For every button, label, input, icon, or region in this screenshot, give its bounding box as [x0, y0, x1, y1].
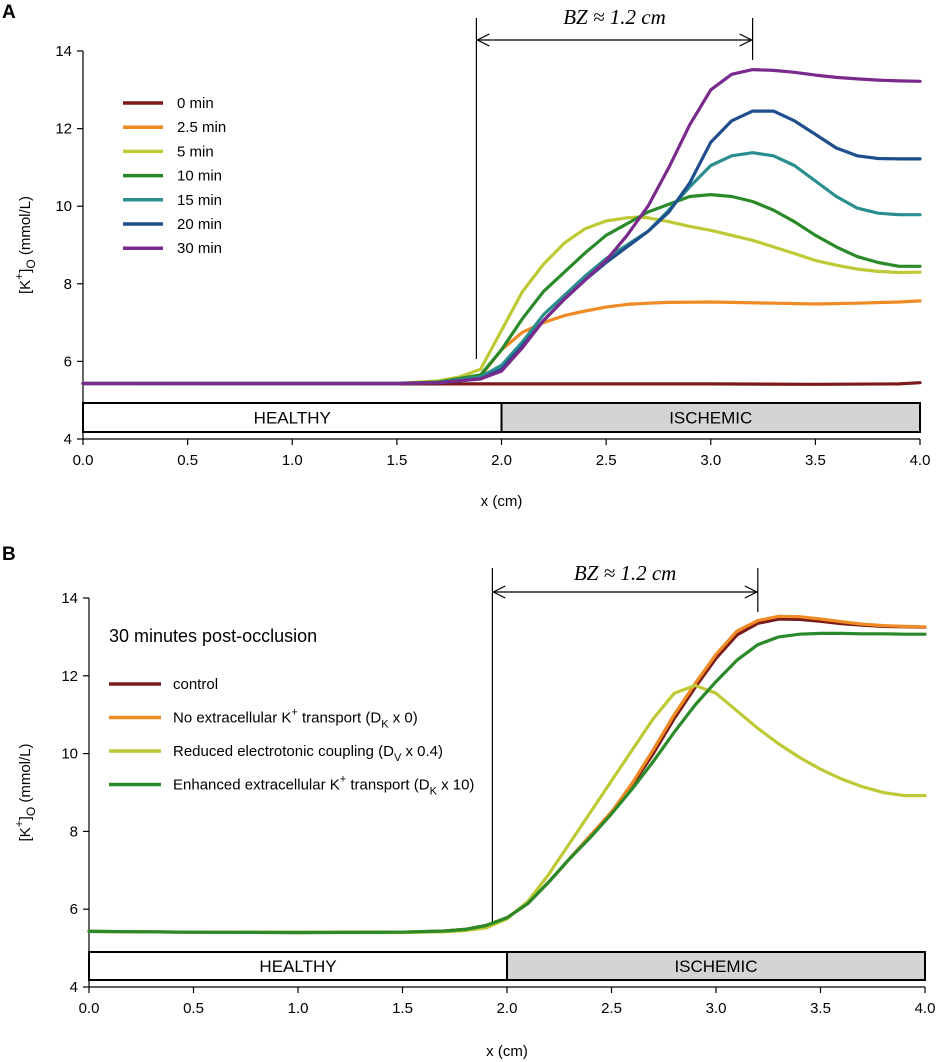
series-line-no-extracellular-k-transport-dk-x-0-: [87, 614, 927, 935]
series-line-enhanced-extracellular-k-transport-dk-x-10-: [87, 631, 927, 935]
x-axis-label: x (cm): [481, 493, 523, 510]
y-label-sup: +: [12, 820, 26, 827]
panel-b: B 4 6 8 10 12 14 0.0 0.5 1.0 1.5 2.0 2.5 3.0 3.5 4.0 x (…: [2, 544, 935, 1060]
region-label: ISCHEMIC: [674, 957, 757, 976]
x-tick-label: 3.0: [706, 1000, 727, 1017]
y-tick-label: 8: [64, 276, 72, 293]
series-line-30-min: [81, 68, 922, 386]
panel-letter: B: [2, 544, 16, 565]
y-label-part: ]: [17, 269, 34, 273]
y-tick-label: 12: [55, 121, 72, 138]
x-tick-label: 1.0: [282, 452, 303, 469]
x-tick-label: 4.0: [910, 452, 931, 469]
legend-label-part: x 0): [389, 710, 418, 727]
y-tick-label: 6: [64, 353, 72, 370]
region-bar: [500, 402, 921, 433]
x-tick-label: 0.0: [73, 452, 94, 469]
x-tick-label: 2.5: [596, 452, 617, 469]
legend-label-part: K: [381, 719, 389, 731]
legend-label-part: x 10): [437, 777, 475, 794]
x-tick-label: 0.5: [183, 1000, 204, 1017]
y-tick-label: 4: [64, 431, 72, 448]
legend-label: 10 min: [177, 168, 222, 185]
legend-label-part: control: [173, 676, 218, 693]
y-label-part: ]: [17, 816, 34, 820]
region-label: ISCHEMIC: [669, 409, 752, 428]
bz-label: BZ ≈ 1.2 cm: [574, 561, 677, 585]
legend-label-part: +: [291, 707, 297, 719]
y-tick-label: 14: [55, 43, 72, 60]
x-tick-label: 1.5: [392, 1000, 413, 1017]
x-tick-label: 1.0: [288, 1000, 309, 1017]
y-label-sup: +: [12, 273, 26, 280]
y-label-sub: O: [24, 259, 38, 268]
y-axis-label: [K+]O (mmol/L): [12, 196, 38, 294]
legend-label-part: Enhanced extracellular K: [173, 777, 340, 794]
legend-label: 0 min: [177, 95, 214, 112]
y-tick-label: 4: [70, 979, 78, 996]
legend-title: 30 minutes post-occlusion: [109, 626, 317, 646]
legend-label-part: V: [394, 752, 402, 764]
x-tick-label: 2.5: [601, 1000, 622, 1017]
x-tick-label: 4.0: [915, 1000, 936, 1017]
legend-label: Enhanced extracellular K+ transport (DK …: [173, 774, 474, 798]
x-tick-label: 1.5: [386, 452, 407, 469]
x-tick-label: 0.5: [177, 452, 198, 469]
y-label-sub: O: [24, 807, 38, 816]
y-tick-label: 12: [61, 668, 78, 685]
panel-letter: A: [2, 2, 16, 23]
region-label: HEALTHY: [254, 409, 331, 428]
y-tick-label: 8: [70, 823, 78, 840]
legend-label: 5 min: [177, 143, 214, 160]
legend-label-part: K: [430, 786, 438, 798]
legend-label: control: [173, 676, 218, 693]
x-tick-label: 3.0: [700, 452, 721, 469]
y-label-part: (mmol/L): [17, 196, 34, 259]
x-tick-label: 3.5: [810, 1000, 831, 1017]
series-line-5-min: [81, 215, 922, 386]
y-tick-label: 14: [61, 590, 78, 607]
legend-label-part: +: [340, 774, 346, 786]
legend-label: 2.5 min: [177, 119, 226, 136]
legend-label: 30 min: [177, 240, 222, 257]
x-tick-label: 0.0: [79, 1000, 100, 1017]
y-tick-label: 6: [70, 901, 78, 918]
y-tick-label: 10: [55, 198, 72, 215]
legend-label: No extracellular K+ transport (DK x 0): [173, 707, 418, 731]
y-axis-label: [K+]O (mmol/L): [12, 743, 38, 841]
y-label-part: [K: [17, 827, 34, 841]
series-line-10-min: [81, 193, 922, 386]
legend-label-part: Reduced electrotonic coupling (D: [173, 743, 394, 760]
region-bar: [82, 402, 503, 433]
legend-label-part: transport (D: [346, 777, 430, 794]
bz-label: BZ ≈ 1.2 cm: [563, 5, 666, 29]
region-bar: [506, 951, 926, 981]
legend-label: 20 min: [177, 216, 222, 233]
x-tick-label: 3.5: [805, 452, 826, 469]
legend-label-part: x 0.4): [401, 743, 443, 760]
legend-label: 15 min: [177, 192, 222, 209]
y-label-part: [K: [17, 280, 34, 294]
x-tick-label: 2.0: [491, 452, 512, 469]
y-label-part: (mmol/L): [17, 743, 34, 806]
x-axis-label: x (cm): [486, 1043, 528, 1060]
x-tick-label: 2.0: [497, 1000, 518, 1017]
y-tick-label: 10: [61, 746, 78, 763]
legend-label: Reduced electrotonic coupling (DV x 0.4): [173, 743, 443, 764]
region-label: HEALTHY: [259, 957, 336, 976]
legend-label-part: transport (D: [298, 710, 382, 727]
panel-a: A 4 6 8 10 12 14 0.0 0.5 1.0 1.5 2.0 2.5 3.0 3.5 4.0 x (…: [2, 2, 930, 510]
legend-label-part: No extracellular K: [173, 710, 291, 727]
